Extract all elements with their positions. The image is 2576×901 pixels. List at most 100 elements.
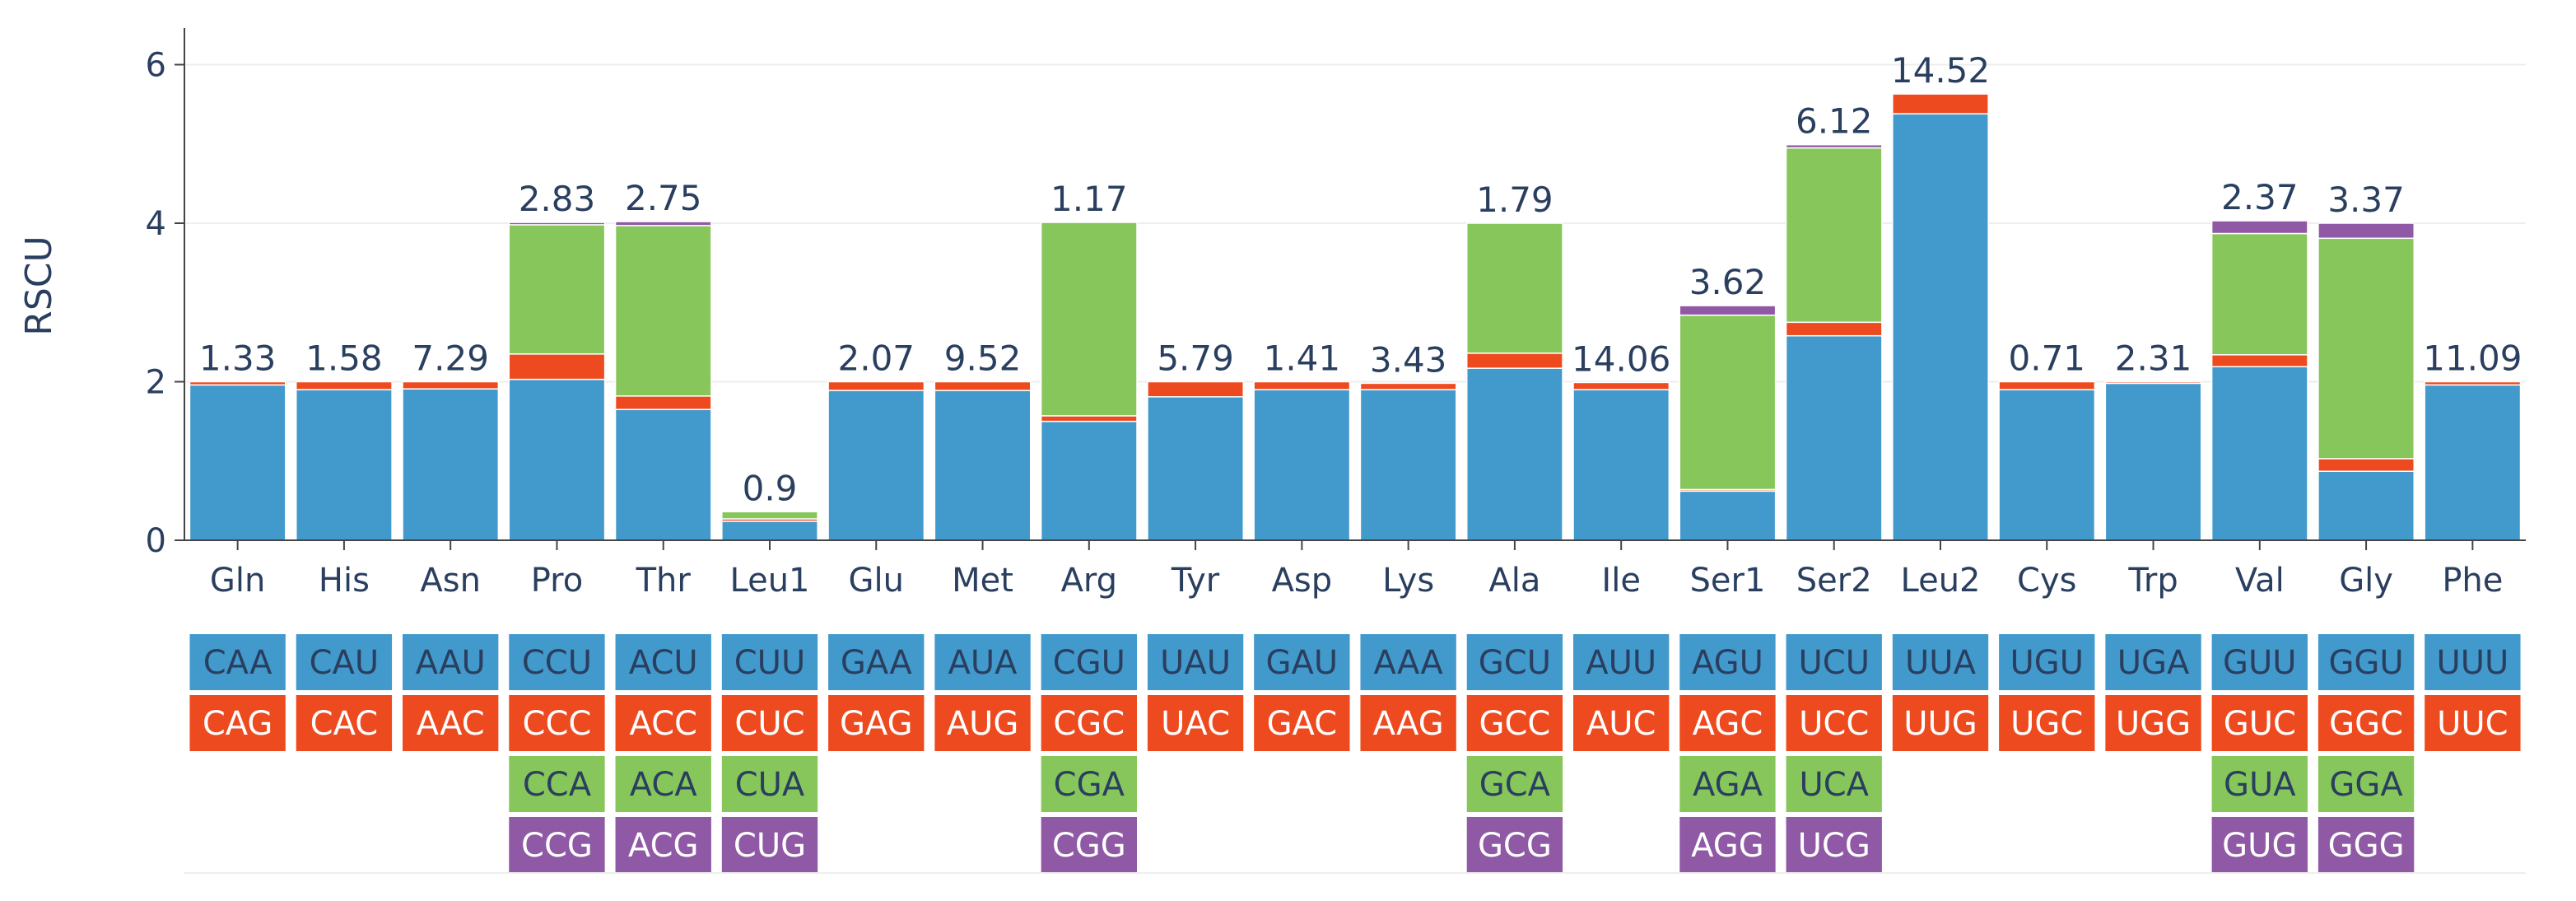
codon-label: CAA (203, 644, 273, 682)
data-label: 5.79 (1157, 338, 1234, 379)
data-label: 2.83 (519, 179, 596, 219)
codon-label: GCG (1478, 827, 1552, 865)
bar-segment (1253, 389, 1351, 541)
data-label: 0.71 (2009, 338, 2086, 379)
codon-label: CAU (310, 644, 380, 682)
codon-label: ACG (628, 827, 699, 865)
bar-segment (402, 380, 500, 390)
bar-segment (1785, 321, 1883, 337)
codon-label: AUC (1586, 705, 1656, 743)
codon-cell (2317, 634, 2415, 690)
data-label: 3.37 (2327, 180, 2405, 220)
bar-segment (1147, 396, 1245, 541)
codon-cell (828, 695, 925, 751)
bar-segment (614, 408, 712, 541)
codon-cell (828, 634, 925, 690)
codon-cell (1254, 634, 1350, 690)
bar-segment (614, 225, 712, 397)
x-tick-label: Cys (2017, 562, 2076, 600)
x-tick-label: Leu1 (730, 562, 810, 600)
codon-label: GGC (2329, 705, 2403, 743)
data-labels: 1.33 1.58 7.29 2.83 2.75 0.9 2.07 9.52 1.17 5.79 1… (199, 50, 2522, 508)
data-label: 3.43 (1370, 339, 1447, 380)
data-label: 3.62 (1689, 262, 1767, 302)
bar-segment (1785, 147, 1883, 324)
codon-label: UUC (2437, 705, 2508, 743)
codon-label: UGG (2116, 705, 2191, 743)
x-tick-label: Asp (1272, 562, 1333, 600)
bar-segment (2317, 458, 2415, 473)
data-label: 7.29 (412, 338, 489, 379)
codon-label: UCA (1799, 766, 1869, 804)
codon-label: AUA (948, 644, 1018, 682)
bar-segment (1359, 382, 1457, 390)
bar-segment (1572, 389, 1670, 541)
codon-cell (1679, 817, 1776, 873)
codon-cell (1466, 695, 1563, 751)
codon-cell (1466, 817, 1563, 873)
x-tick-label: Tyr (1171, 562, 1220, 600)
codon-label: AGG (1691, 827, 1764, 865)
bar-segment (1359, 389, 1457, 541)
codon-label: CGC (1053, 705, 1125, 743)
codon-cell (1147, 695, 1244, 751)
codon-cell (1573, 695, 1670, 751)
codon-label: UCC (1799, 705, 1869, 743)
bar-segment (1040, 420, 1138, 541)
codon-cell (934, 695, 1031, 751)
codon-cell (403, 634, 499, 690)
bar-segment (614, 221, 712, 226)
axes (175, 28, 2526, 550)
codon-label: AAU (416, 644, 486, 682)
bar-segment (508, 378, 606, 541)
codon-cell (1679, 695, 1776, 751)
data-label: 1.79 (1476, 180, 1554, 220)
codon-cell (1466, 756, 1563, 812)
y-axis-title: RSCU (18, 236, 60, 335)
codon-label: GAA (841, 644, 912, 682)
codon-label: GUC (2224, 705, 2296, 743)
bar-segment (721, 511, 818, 520)
codon-cell (1041, 634, 1137, 690)
data-label: 1.41 (1264, 338, 1341, 379)
bar-segment (508, 353, 606, 380)
bar-segment (1465, 367, 1563, 541)
y-tick-label: 0 (146, 522, 166, 560)
x-tick-label: Val (2235, 562, 2285, 600)
codon-label: CAG (203, 705, 273, 743)
codon-cell (1466, 634, 1563, 690)
codon-label: UUA (1905, 644, 1977, 682)
data-label: 2.75 (625, 178, 702, 218)
bar-segment (295, 380, 393, 390)
x-tick-label: Trp (2127, 562, 2178, 600)
data-label: 2.07 (838, 338, 915, 379)
x-tick-label: Glu (849, 562, 904, 600)
codon-label: CCC (523, 705, 592, 743)
codon-label: GAC (1267, 705, 1338, 743)
x-tick-label: Gln (210, 562, 265, 600)
bar-segment (1465, 352, 1563, 369)
codon-cell (615, 634, 711, 690)
data-label: 14.06 (1572, 338, 1670, 379)
data-label: 9.52 (944, 338, 1022, 379)
codon-cell (403, 695, 499, 751)
codon-cell (1999, 634, 2095, 690)
codon-cell (2105, 695, 2201, 751)
codon-cell (1999, 695, 2095, 751)
data-label: 1.17 (1050, 179, 1128, 219)
codon-label: CUC (734, 705, 804, 743)
codon-label: CCG (521, 827, 593, 865)
data-label: 2.37 (2221, 177, 2299, 217)
codon-label: GCA (1479, 766, 1551, 804)
bar-segment (508, 222, 606, 226)
codon-label: CGA (1054, 766, 1125, 804)
bar-segment (934, 380, 1032, 391)
x-tick-label: Arg (1061, 562, 1118, 600)
codon-label: UCG (1798, 827, 1870, 865)
bar-segment (934, 390, 1032, 541)
bar-segment (2317, 470, 2415, 541)
codon-label: CUG (734, 827, 806, 865)
x-tick-label: Pro (531, 562, 583, 600)
codon-label: AAC (417, 705, 485, 743)
data-label: 1.58 (305, 338, 383, 379)
